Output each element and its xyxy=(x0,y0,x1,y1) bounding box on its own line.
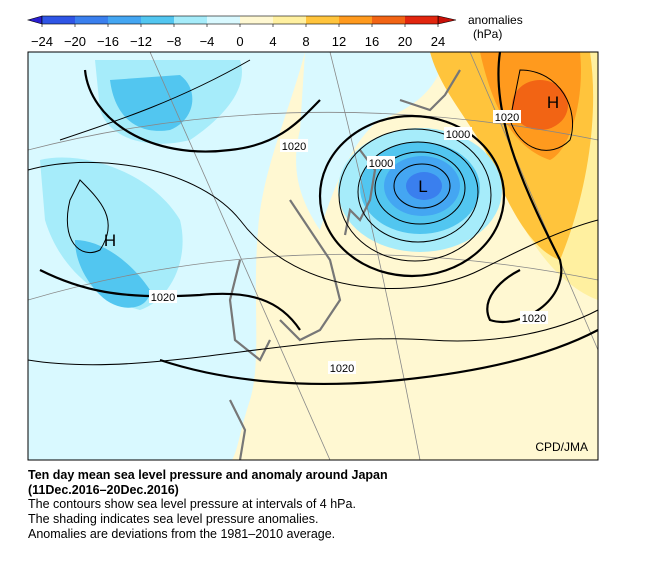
contour-label: 1020 xyxy=(330,363,354,375)
contour-label: 1000 xyxy=(446,129,470,141)
colorbar-tick-label: −20 xyxy=(64,34,86,49)
caption-line: The shading indicates sea level pressure… xyxy=(28,512,318,526)
colorbar: −24 −20 −16 −12 −8 −4 0 4 8 12 16 20 24 xyxy=(26,15,457,49)
contour-label: 1020 xyxy=(495,112,519,124)
pressure-center: H xyxy=(104,231,116,250)
caption-line: The contours show sea level pressure at … xyxy=(28,497,356,511)
colorbar-end xyxy=(26,15,43,25)
colorbar-segment xyxy=(240,16,273,24)
map-frame xyxy=(27,51,599,461)
contour-label: 1020 xyxy=(522,313,546,325)
colorbar-segment xyxy=(141,16,174,24)
colorbar-segment xyxy=(42,16,75,24)
colorbar-segment xyxy=(339,16,372,24)
colorbar-segment xyxy=(75,16,108,24)
colorbar-tick-label: −16 xyxy=(97,34,119,49)
contour-label: 1020 xyxy=(151,292,175,304)
colorbar-segment xyxy=(273,16,306,24)
contour-label-bg xyxy=(367,156,395,169)
contour-label-bg xyxy=(444,127,472,140)
contour-label-bg xyxy=(493,110,521,123)
colorbar-segment xyxy=(174,16,207,24)
caption-period: (11Dec.2016–20Dec.2016) xyxy=(28,483,179,497)
colorbar-tick-label: 12 xyxy=(332,34,346,49)
contour-label: 1000 xyxy=(369,158,393,170)
colorbar-tick-label: 16 xyxy=(365,34,379,49)
colorbar-segment xyxy=(372,16,405,24)
pressure-center: H xyxy=(547,93,559,112)
contour-label-bg xyxy=(520,311,548,324)
contour-label-bg xyxy=(149,290,177,303)
caption-line: Anomalies are deviations from the 1981–2… xyxy=(28,527,335,541)
colorbar-segment xyxy=(405,16,438,24)
colorbar-segment xyxy=(207,16,240,24)
colorbar-tick-label: 24 xyxy=(431,34,445,49)
colorbar-tick-label: 8 xyxy=(302,34,309,49)
colorbar-tick-label: 0 xyxy=(236,34,243,49)
contour-label-bg xyxy=(328,361,356,374)
colorbar-tick-label: −8 xyxy=(167,34,182,49)
colorbar-segment xyxy=(108,16,141,24)
credit: CPD/JMA xyxy=(535,440,588,454)
colorbar-tick-label: −4 xyxy=(200,34,215,49)
colorbar-tick-label: −12 xyxy=(130,34,152,49)
colorbar-tick-label: −24 xyxy=(31,34,53,49)
colorbar-segment xyxy=(306,16,339,24)
colorbar-tick-label: 20 xyxy=(398,34,412,49)
colorbar-tick-label: 4 xyxy=(269,34,276,49)
pressure-center: L xyxy=(418,177,427,196)
colorbar-unit: (hPa) xyxy=(473,27,502,41)
colorbar-label: anomalies xyxy=(468,13,523,27)
caption-title: Ten day mean sea level pressure and anom… xyxy=(28,468,388,482)
contour-label-bg xyxy=(280,139,308,152)
colorbar-end xyxy=(437,15,457,25)
contour-label: 1020 xyxy=(282,141,306,153)
